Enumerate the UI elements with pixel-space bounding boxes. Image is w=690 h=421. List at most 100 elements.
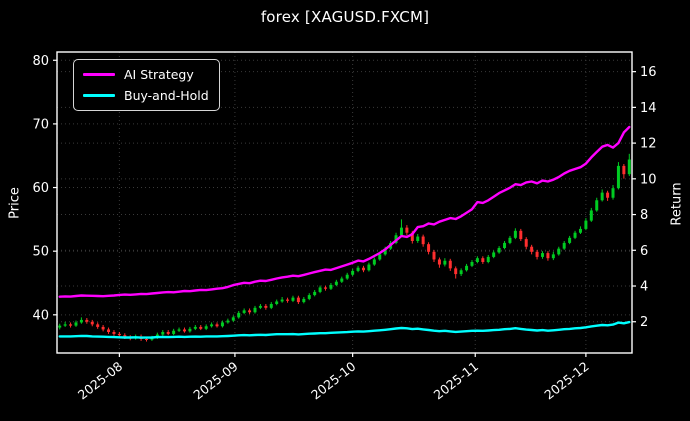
- candle-down: [324, 287, 328, 289]
- candle-up: [399, 227, 403, 236]
- candle-up: [193, 326, 197, 329]
- legend: AI Strategy Buy-and-Hold: [73, 59, 220, 111]
- candle-up: [63, 324, 67, 326]
- candle-down: [535, 251, 539, 257]
- candle-down: [519, 230, 523, 240]
- price-axis-label: Price: [7, 187, 23, 219]
- return-axis-label: Return: [669, 182, 685, 226]
- candle-down: [264, 305, 268, 308]
- candle-up: [258, 305, 262, 308]
- return-tick-label: 4: [640, 280, 648, 295]
- candle-up: [497, 248, 501, 253]
- candle-up: [242, 310, 246, 313]
- candle-up: [508, 237, 512, 243]
- candle-down: [410, 232, 414, 241]
- candle-down: [90, 321, 94, 325]
- candle-down: [361, 267, 365, 271]
- candle-up: [188, 328, 192, 332]
- candle-up: [307, 295, 311, 299]
- chart-title: forex [XAGUSD.FXCM]: [260, 8, 430, 26]
- candle-down: [437, 259, 441, 265]
- candle-up: [269, 304, 273, 308]
- candle-up: [443, 260, 447, 265]
- candle-up: [313, 291, 317, 296]
- candle-down: [427, 244, 431, 252]
- candle-up: [345, 274, 349, 279]
- return-tick-label: 16: [640, 65, 657, 80]
- candle-down: [481, 258, 485, 262]
- candle-down: [296, 297, 300, 303]
- ai-strategy-line-swatch: [83, 73, 115, 77]
- candle-down: [69, 324, 73, 326]
- candle-up: [562, 242, 566, 249]
- candle-up: [568, 237, 572, 243]
- candle-up: [340, 278, 344, 282]
- candle-down: [199, 326, 203, 329]
- candle-up: [540, 253, 544, 257]
- legend-item-ai-strategy: AI Strategy: [83, 67, 217, 82]
- buy-and-hold-line: [58, 320, 631, 339]
- return-tick-label: 6: [640, 244, 648, 259]
- candle-up: [367, 264, 371, 271]
- candle-up: [356, 267, 360, 271]
- candle-up: [503, 242, 507, 248]
- candle-up: [302, 298, 306, 303]
- candle-down: [96, 324, 100, 327]
- price-tick-label: 80: [32, 54, 49, 69]
- candle-down: [421, 236, 425, 245]
- price-tick-label: 70: [32, 117, 49, 132]
- date-tick-label: 2025-10: [308, 359, 358, 403]
- candle-up: [237, 312, 241, 318]
- candle-up: [318, 287, 322, 292]
- candle-down: [405, 227, 409, 233]
- candle-down: [107, 329, 111, 332]
- candle-down: [448, 260, 452, 269]
- candle-up: [600, 192, 604, 201]
- candle-up: [551, 254, 555, 259]
- candle-up: [74, 322, 78, 326]
- candle-up: [172, 330, 176, 334]
- candle-down: [85, 319, 89, 322]
- candle-up: [513, 230, 517, 238]
- candle-up: [275, 301, 279, 304]
- return-tick-label: 8: [640, 208, 648, 223]
- candle-up: [595, 200, 599, 211]
- candle-up: [465, 265, 469, 271]
- candle-up: [177, 329, 181, 331]
- candle-down: [123, 335, 127, 338]
- return-tick-label: 12: [640, 137, 657, 152]
- candle-up: [557, 248, 561, 255]
- candle-up: [578, 228, 582, 233]
- candle-up: [611, 188, 615, 198]
- candle-up: [416, 236, 420, 241]
- candle-down: [117, 333, 121, 336]
- candle-up: [210, 324, 214, 327]
- candle-up: [372, 259, 376, 265]
- candle-down: [524, 239, 528, 247]
- candle-up: [204, 326, 208, 329]
- price-tick-label: 50: [32, 245, 49, 260]
- candle-down: [101, 326, 105, 330]
- buy-and-hold-line-swatch: [83, 93, 115, 97]
- candle-up: [378, 254, 382, 260]
- candle-up: [470, 262, 474, 266]
- candle-up: [253, 307, 257, 313]
- candle-up: [584, 220, 588, 229]
- candle-down: [530, 246, 534, 252]
- date-tick-label: 2025-09: [190, 359, 240, 403]
- return-tick-label: 10: [640, 172, 657, 187]
- date-tick-label: 2025-11: [431, 359, 481, 403]
- return-tick-label: 14: [640, 101, 657, 116]
- ai-strategy-line: [58, 125, 631, 298]
- candle-up: [475, 258, 479, 262]
- candle-up: [280, 299, 284, 302]
- candle-down: [215, 324, 219, 327]
- price-tick-label: 40: [32, 308, 49, 323]
- candle-up: [231, 317, 235, 321]
- candle-down: [182, 329, 186, 332]
- candle-down: [248, 310, 252, 313]
- legend-label: Buy-and-Hold: [124, 87, 209, 103]
- candle-up: [226, 320, 230, 323]
- candle-up: [573, 232, 577, 238]
- candle-up: [161, 332, 165, 335]
